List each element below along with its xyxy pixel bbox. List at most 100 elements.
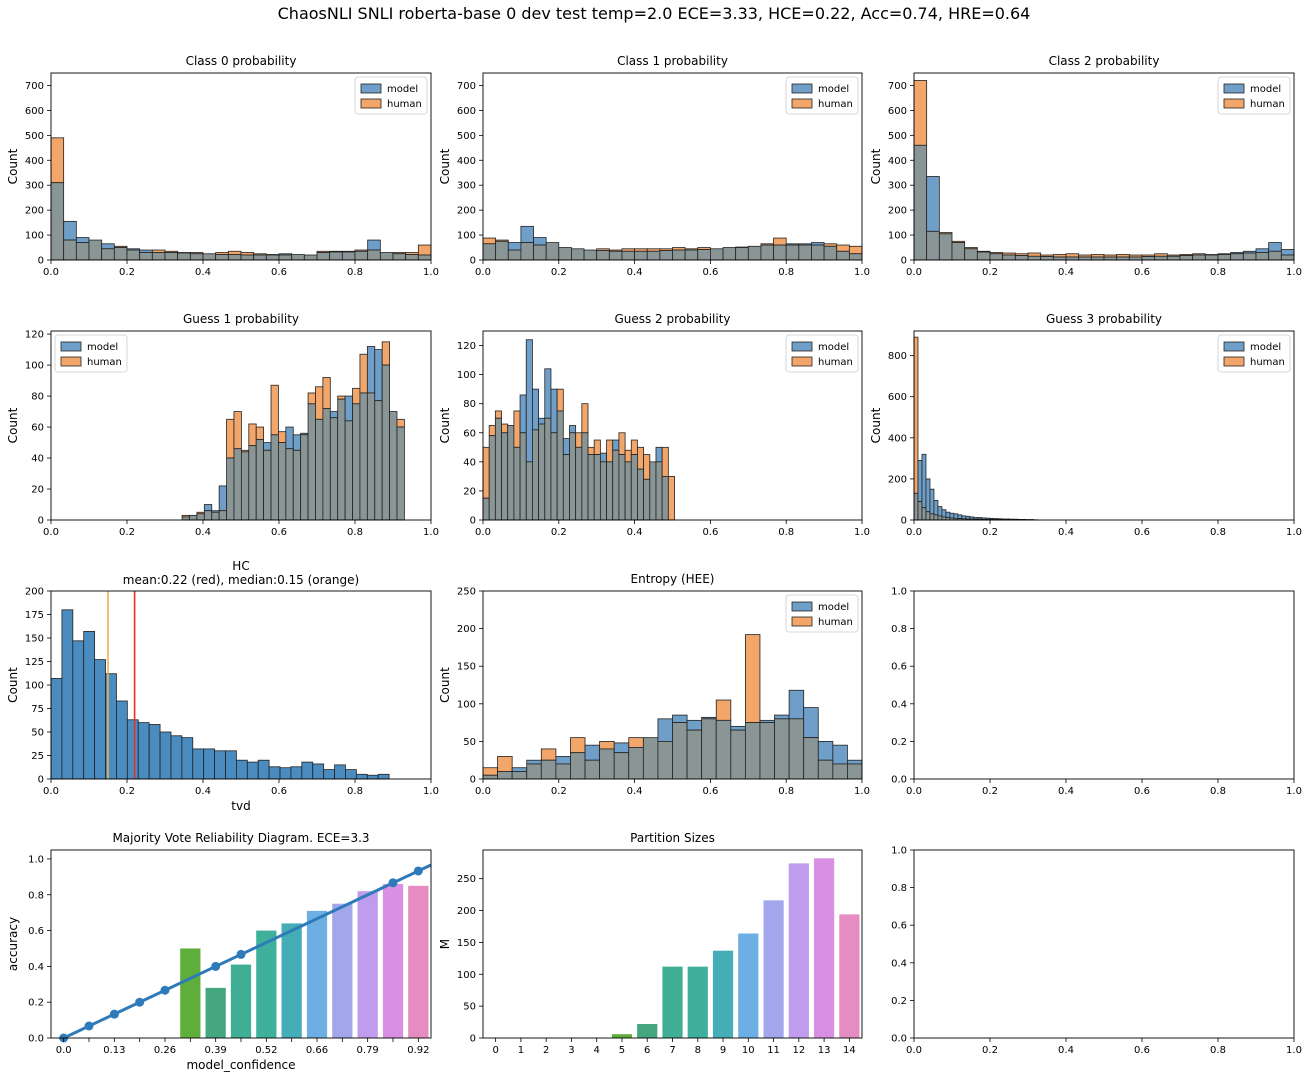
overlap-bar (300, 434, 309, 521)
overlap-bar (278, 442, 287, 521)
overlap-bar (519, 432, 527, 521)
overlap-bar (1255, 252, 1270, 261)
chart-title: Class 2 probability (1049, 54, 1160, 68)
overlap-bar (126, 249, 141, 261)
x-tick-label: 1.0 (423, 786, 439, 797)
y-tick-label: 100 (457, 699, 476, 710)
y-tick-label: 600 (25, 106, 44, 117)
trend-point (236, 949, 246, 959)
overlap-bar (655, 461, 663, 521)
legend-label-model: model (818, 84, 849, 95)
x-tick-label: 0.8 (347, 267, 363, 278)
model-bar (75, 237, 90, 243)
overlap-bar (571, 248, 585, 261)
overlap-bar (760, 244, 774, 261)
y-tick-label: 175 (25, 610, 44, 621)
overlap-bar (392, 253, 407, 261)
x-tick-label: 2 (543, 1045, 549, 1056)
y-tick-label: 0.0 (891, 1034, 907, 1045)
model-bar (953, 513, 959, 519)
y-tick-label: 50 (463, 737, 476, 748)
y-tick-label: 200 (457, 206, 476, 217)
chart-title: Guess 1 probability (183, 312, 299, 326)
model-bar (555, 756, 571, 765)
human-bar (628, 737, 644, 748)
human-bar (501, 423, 509, 434)
model-bar (374, 349, 383, 402)
trend-point (388, 878, 398, 888)
overlap-bar (1280, 254, 1295, 261)
y-tick-label: 40 (463, 457, 476, 468)
y-tick-label: 600 (888, 106, 907, 117)
x-axis-label: model_confidence (186, 1058, 295, 1072)
overlap-bar (649, 461, 657, 521)
chart-panel-class1: 0.0 0.2 0.4 0.6 0.8 1.0 0 100 200 300 400 500 600 700… (438, 54, 870, 278)
x-tick-label: 1.0 (1286, 527, 1302, 538)
overlap-bar (608, 250, 623, 261)
x-tick-label: 0.4 (627, 786, 643, 797)
legend-swatch-human (791, 356, 813, 367)
legend-swatch-human (360, 98, 382, 109)
x-tick-label: 0.2 (551, 786, 567, 797)
x-tick-label: 0.4 (1058, 1045, 1074, 1056)
bar (611, 1034, 633, 1038)
x-tick-label: 10 (742, 1045, 755, 1056)
overlap-bar (921, 507, 927, 521)
overlap-bar (265, 254, 280, 261)
x-tick-label: 0.0 (43, 527, 59, 538)
x-tick-label: 0.13 (103, 1045, 125, 1056)
axes-frame (50, 590, 432, 780)
chart-panel-empty2: 0.0 0.2 0.4 0.6 0.8 1.0 0.0 0.2 0.4 0.6 0.8 1.0 (891, 846, 1302, 1057)
axes-frame (482, 849, 863, 1039)
legend-label-human: human (818, 617, 853, 628)
model-bar (613, 742, 630, 754)
model-bar (933, 500, 939, 516)
x-tick-label: 0.79 (357, 1045, 379, 1056)
human-bar (570, 737, 586, 754)
chart-title: Guess 3 probability (1046, 312, 1162, 326)
overlap-bar (189, 514, 198, 521)
overlap-bar (482, 243, 497, 261)
model-bar (525, 339, 533, 463)
legend-label-model: model (87, 342, 118, 353)
overlap-bar (482, 774, 498, 780)
overlap-bar (643, 478, 651, 521)
y-tick-label: 0 (38, 516, 44, 527)
y-tick-label: 700 (25, 81, 44, 92)
chart-panel-empty1: 0.0 0.2 0.4 0.6 0.8 1.0 0.0 0.2 0.4 0.6 0.8 1.0 (891, 587, 1302, 798)
overlap-bar (389, 411, 398, 521)
human-bar (227, 250, 242, 255)
overlap-bar (538, 423, 546, 521)
model-bar (657, 718, 673, 742)
human-bar (773, 237, 787, 246)
legend-swatch-model (360, 83, 382, 94)
x-tick-label: 0.0 (475, 786, 491, 797)
axes-frame (482, 330, 863, 521)
overlap-bar (1014, 255, 1029, 261)
y-axis-label: Count (6, 148, 20, 184)
y-tick-label: 0.6 (891, 921, 907, 932)
model-bar (832, 744, 848, 765)
y-tick-label: 600 (888, 392, 907, 403)
x-tick-label: 0.2 (551, 267, 567, 278)
y-axis-label: Count (6, 667, 20, 703)
overlap-bar (374, 400, 383, 521)
y-tick-label: 100 (25, 361, 44, 372)
overlap-bar (964, 248, 978, 261)
y-tick-label: 400 (457, 156, 476, 167)
y-tick-label: 100 (457, 970, 476, 981)
legend-label-human: human (1250, 99, 1285, 110)
bar (637, 1023, 658, 1038)
overlap-bar (344, 420, 353, 521)
bar (813, 858, 835, 1038)
model-bar (961, 515, 967, 520)
x-tick-label: 0.6 (271, 786, 287, 797)
human-bar (417, 244, 432, 256)
chart-title: Class 1 probability (617, 54, 728, 68)
y-tick-label: 250 (457, 587, 476, 598)
overlap-bar (1217, 254, 1232, 261)
y-tick-label: 100 (457, 231, 476, 242)
model-bar (329, 411, 339, 419)
hist-bar (214, 750, 226, 780)
legend-label-human: human (818, 357, 853, 368)
